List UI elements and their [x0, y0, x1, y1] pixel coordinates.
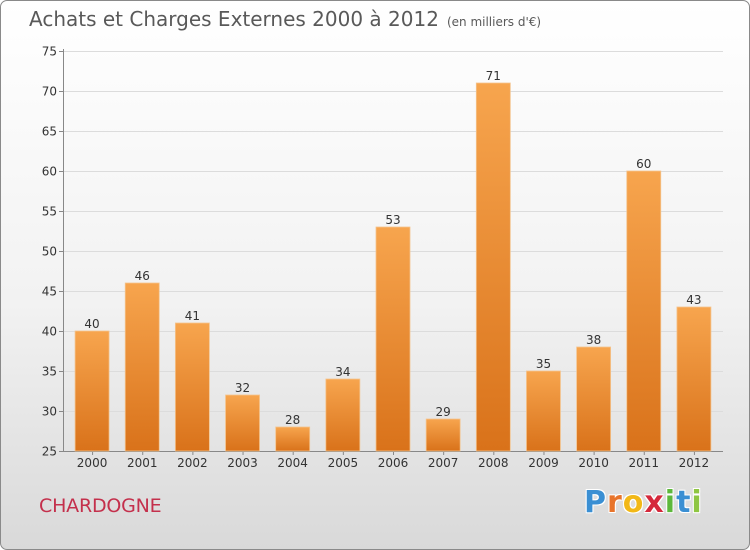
x-tick-label-2007: 2007: [428, 456, 459, 470]
logo-letter: i: [664, 485, 677, 520]
x-tick-label-2003: 2003: [227, 456, 258, 470]
bar-2005: [325, 378, 361, 452]
value-label-2011: 60: [636, 157, 651, 171]
x-tick-label-2001: 2001: [127, 456, 158, 470]
bar-2007: [425, 418, 461, 452]
value-label-2010: 38: [586, 333, 601, 347]
x-tick-label-2006: 2006: [378, 456, 409, 470]
y-tick-label: 45: [42, 285, 57, 299]
y-tick-label: 50: [42, 245, 57, 259]
value-label-2004: 28: [285, 413, 300, 427]
x-tick-label-2008: 2008: [478, 456, 509, 470]
y-tick-label: 30: [42, 405, 57, 419]
x-tick-label-2009: 2009: [528, 456, 559, 470]
x-tick-label-2000: 2000: [77, 456, 108, 470]
y-tick-label: 75: [42, 45, 57, 59]
value-label-2008: 71: [486, 69, 501, 83]
logo-letter: i: [691, 485, 703, 520]
commune-name: CHARDOGNE: [39, 495, 162, 517]
y-tick-label: 55: [42, 205, 57, 219]
y-tick-label: 60: [42, 165, 57, 179]
bar-2008: [475, 82, 511, 452]
bar-2011: [626, 170, 662, 452]
x-tick-label-2012: 2012: [679, 456, 710, 470]
x-tick-label-2011: 2011: [628, 456, 659, 470]
logo-letter: x: [644, 485, 665, 520]
bar-2004: [275, 426, 311, 452]
proxiti-logo: Proxiti: [584, 485, 703, 520]
value-label-2009: 35: [536, 357, 551, 371]
bar-2000: [74, 330, 110, 452]
y-tick-label: 70: [42, 85, 57, 99]
y-tick-label: 40: [42, 325, 57, 339]
chart-title-text: Achats et Charges Externes 2000 à 2012: [29, 7, 439, 31]
chart-title: Achats et Charges Externes 2000 à 2012 (e…: [29, 7, 541, 31]
y-tick-label: 25: [42, 445, 57, 459]
value-label-2007: 29: [436, 405, 451, 419]
bars: [74, 82, 712, 452]
value-label-2006: 53: [385, 213, 400, 227]
bar-2006: [375, 226, 411, 452]
value-label-2003: 32: [235, 381, 250, 395]
logo-letter: P: [584, 485, 607, 520]
bar-2003: [225, 394, 260, 452]
bar-2001: [124, 282, 160, 452]
x-tick-label-2002: 2002: [177, 456, 208, 470]
logo-letter: t: [676, 485, 692, 520]
bar-2010: [576, 346, 612, 452]
bar-2002: [174, 322, 210, 452]
logo-letter: o: [622, 485, 645, 520]
x-tick-label-2004: 2004: [277, 456, 308, 470]
value-labels: 40 46 41 32 28 34 53 29 71 35 38 60 43: [84, 69, 701, 427]
value-label-2005: 34: [335, 365, 350, 379]
y-tick-label: 65: [42, 125, 57, 139]
y-tick-label: 35: [42, 365, 57, 379]
value-label-2001: 46: [135, 269, 150, 283]
value-label-2012: 43: [686, 293, 701, 307]
value-label-2000: 40: [84, 317, 99, 331]
logo-letter: r: [607, 485, 623, 520]
x-tick-label-2005: 2005: [328, 456, 359, 470]
axes: 25 30 35 40 45 50 55 60 65 70 75 2000 2001 2002 2003 20…: [42, 45, 723, 470]
value-label-2002: 41: [185, 309, 200, 323]
bar-2009: [526, 370, 561, 452]
chart-unit: (en milliers d'€): [446, 15, 542, 29]
bar-2012: [676, 306, 712, 452]
x-tick-label-2010: 2010: [578, 456, 609, 470]
